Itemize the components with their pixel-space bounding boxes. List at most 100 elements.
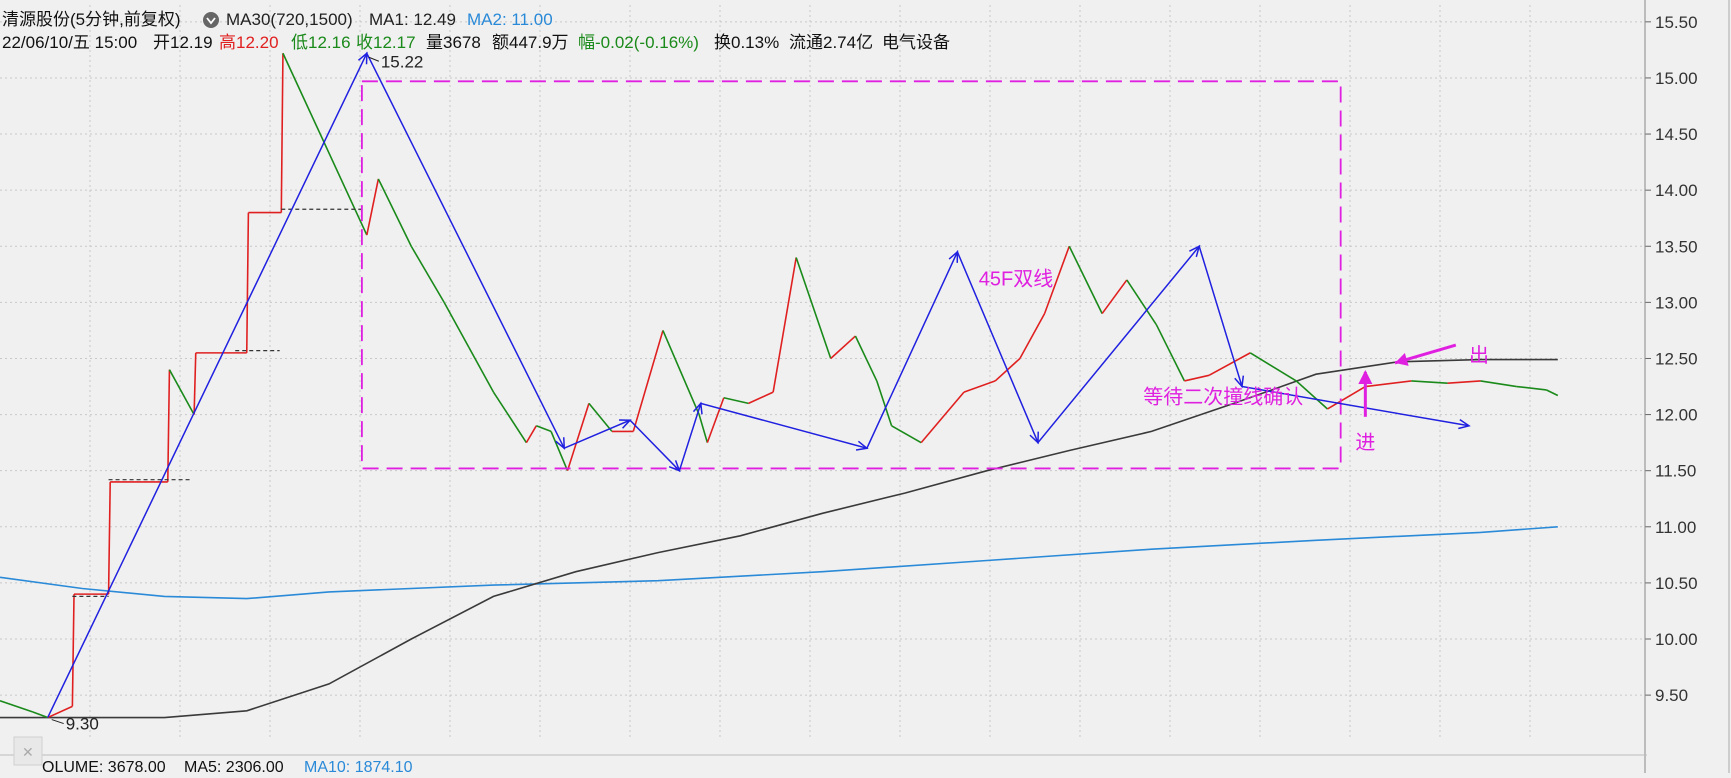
price-segment [920,391,965,444]
price-segment [706,397,725,443]
svg-text:22/06/10/五 15:00: 22/06/10/五 15:00 [2,33,137,52]
chevron-down-icon [206,17,216,25]
svg-text:开12.19: 开12.19 [153,33,213,52]
price-segment [1295,380,1329,410]
wave-arrowhead [1234,375,1245,389]
box-label: 45F双线 [979,268,1053,291]
price-segment [1365,380,1412,388]
svg-text:流通2.74亿: 流通2.74亿 [789,33,873,52]
close-icon[interactable] [13,736,43,766]
svg-text:MA5: 2306.00: MA5: 2306.00 [184,759,284,773]
price-segment [245,212,250,353]
y-tick-label: 15.00 [1655,69,1698,88]
ma1-label: MA1: 12.49 [369,10,456,29]
svg-text:量3678: 量3678 [426,33,481,52]
price-segment [168,369,195,415]
high-annotation: 15.22 [381,52,424,71]
wave-arrowhead [357,51,368,65]
wave-arrowhead [1458,419,1471,430]
change-value: 幅-0.02(-0.16%) [578,33,699,52]
ma1-line [0,358,1558,719]
y-tick-label: 15.50 [1655,13,1698,32]
volume-value: 量3678 [426,33,481,52]
svg-text:幅-0.02(-0.16%): 幅-0.02(-0.16%) [578,33,699,52]
entry-arrowhead [1358,369,1373,384]
price-segment [1019,313,1046,359]
price-segment [748,391,774,405]
wave-arrowhead [555,437,566,450]
wave-arrowhead [668,460,681,473]
wave-arrowhead [855,440,869,451]
ma2-line [0,526,1558,600]
low-value: 低12.16 [291,33,351,52]
price-segment [963,380,996,393]
price-segment [525,425,537,444]
volume-ma10-label: MA10: 1874.10 [304,759,413,773]
y-tick-label: 14.00 [1655,181,1698,200]
bar-date: 22/06/10/五 15:00 [2,33,137,52]
price-segment [698,414,709,443]
wave-arrowhead [692,401,703,415]
svg-text:OLUME: 3678.00: OLUME: 3678.00 [42,759,166,773]
y-tick-label: 14.50 [1655,125,1698,144]
price-segment [891,425,922,444]
price-segment [1327,385,1366,410]
ma2-label: MA2: 11.00 [467,10,553,29]
price-segment [854,335,878,382]
price-segment [1208,352,1251,377]
price-segment [772,257,797,393]
price-segment [632,330,664,432]
close-value: 收12.17 [356,33,416,52]
close-glyph: ✕ [22,744,34,760]
price-segment [588,402,613,432]
y-tick-label: 12.00 [1655,406,1698,425]
high-value: 高12.20 [219,33,279,52]
price-segment [830,335,856,360]
wave-line [47,51,1470,718]
price-segment [1480,380,1517,388]
price-segment [535,425,552,433]
volume-ma5-label: MA5: 2306.00 [184,759,284,773]
svg-text:额447.9万: 额447.9万 [492,33,569,52]
svg-text:电气设备: 电气设备 [882,33,950,52]
wave-arrowhead [948,250,959,263]
ma30-label: MA30(720,1500) [226,10,353,29]
svg-text:清源股份(5分钟,前复权): 清源股份(5分钟,前复权) [2,10,181,29]
price-segment [166,369,171,482]
price-segment [1447,380,1481,384]
price-segment [410,245,445,303]
svg-text:MA1: 12.49: MA1: 12.49 [369,10,456,29]
amount-value: 额447.9万 [492,33,569,52]
price-segment [47,705,73,719]
y-tick-label: 10.00 [1655,630,1698,649]
price-segment [1545,389,1559,397]
dropdown-icon[interactable] [203,12,219,28]
price-segment [566,403,590,471]
price-segment [1411,380,1448,384]
svg-text:MA10: 1874.10: MA10: 1874.10 [304,759,413,773]
price-segment [468,346,495,393]
volume-indicator-label: OLUME: 3678.00 [42,759,166,773]
y-tick-label: 11.00 [1655,518,1696,537]
price-segment [492,391,528,444]
y-tick-label: 11.50 [1655,462,1696,481]
y-tick-label: 9.50 [1655,686,1688,705]
svg-text:收12.17: 收12.17 [356,33,416,52]
price-segment [107,481,112,595]
y-tick-label: 13.00 [1655,293,1698,312]
price-segment [876,380,893,427]
price-segment [193,352,197,415]
price-segment [280,53,284,213]
svg-text:MA30(720,1500): MA30(720,1500) [226,10,353,29]
price-segment [1126,279,1158,326]
exit-arrowhead [1394,353,1409,366]
price-segment [1155,324,1186,382]
price-segment [795,257,832,359]
y-tick-label: 10.50 [1655,574,1698,593]
price-segment [723,396,749,405]
price-segment [282,52,368,236]
price-segment [377,178,412,247]
price-segment [1043,245,1071,314]
